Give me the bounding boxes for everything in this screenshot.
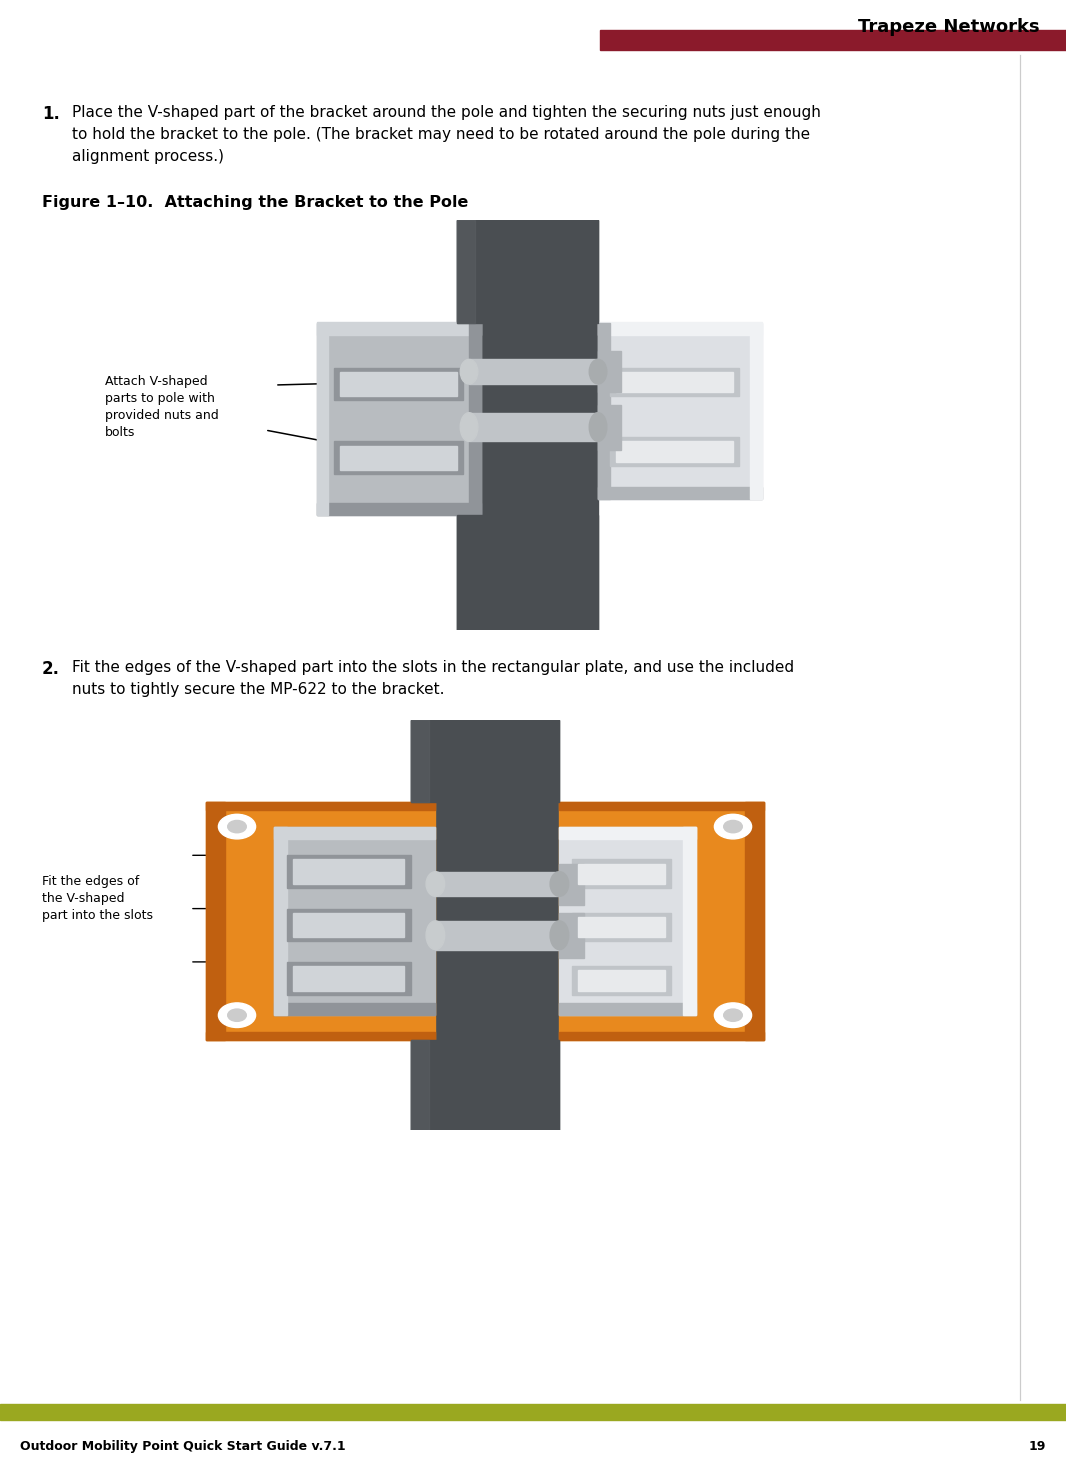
Bar bbox=[410, 1040, 560, 1131]
Bar bbox=[410, 719, 430, 802]
Bar bbox=[560, 827, 696, 839]
Ellipse shape bbox=[426, 921, 445, 950]
Text: 19: 19 bbox=[1029, 1440, 1046, 1453]
Bar bbox=[578, 864, 665, 884]
Bar bbox=[335, 442, 463, 474]
Bar bbox=[206, 802, 435, 1040]
Circle shape bbox=[724, 1010, 742, 1021]
Text: Trapeze Networks: Trapeze Networks bbox=[858, 18, 1040, 36]
Bar bbox=[410, 719, 560, 802]
Bar bbox=[560, 827, 696, 1015]
Text: alignment process.): alignment process.) bbox=[72, 149, 224, 163]
Circle shape bbox=[219, 1002, 256, 1027]
Bar bbox=[317, 503, 481, 515]
Bar bbox=[616, 442, 733, 463]
Bar bbox=[560, 802, 764, 1040]
Text: 2.: 2. bbox=[42, 659, 60, 678]
Circle shape bbox=[714, 1002, 752, 1027]
Bar bbox=[578, 970, 665, 991]
Bar bbox=[683, 827, 696, 1015]
Bar bbox=[206, 802, 435, 810]
Text: Figure 1–10.  Attaching the Bracket to the Pole: Figure 1–10. Attaching the Bracket to th… bbox=[42, 196, 468, 210]
Bar bbox=[560, 802, 764, 810]
Bar bbox=[293, 966, 404, 991]
Ellipse shape bbox=[550, 871, 568, 896]
Text: Fit the edges of the V-shaped part into the slots in the rectangular plate, and : Fit the edges of the V-shaped part into … bbox=[72, 659, 794, 676]
Circle shape bbox=[228, 820, 246, 833]
Bar bbox=[750, 322, 762, 499]
Bar bbox=[598, 322, 610, 499]
Ellipse shape bbox=[550, 921, 568, 950]
Text: to hold the bracket to the pole. (The bracket may need to be rotated around the : to hold the bracket to the pole. (The br… bbox=[72, 127, 810, 142]
Bar bbox=[335, 368, 463, 400]
Bar bbox=[469, 413, 598, 442]
Bar bbox=[317, 322, 481, 515]
Bar bbox=[340, 445, 457, 470]
Ellipse shape bbox=[426, 871, 445, 896]
Bar bbox=[571, 913, 671, 941]
Bar bbox=[435, 871, 560, 896]
Bar bbox=[410, 719, 430, 1131]
Text: Outdoor Mobility Point Quick Start Guide v.7.1: Outdoor Mobility Point Quick Start Guide… bbox=[20, 1440, 345, 1453]
Bar bbox=[610, 438, 739, 465]
Bar bbox=[598, 404, 621, 449]
Bar bbox=[457, 515, 598, 630]
Bar bbox=[457, 220, 475, 322]
Bar bbox=[598, 322, 762, 334]
Bar bbox=[598, 322, 762, 499]
Text: 1.: 1. bbox=[42, 105, 60, 123]
Bar bbox=[340, 372, 457, 397]
Ellipse shape bbox=[461, 359, 478, 384]
Bar bbox=[287, 961, 410, 995]
Text: nuts to tightly secure the MP-622 to the bracket.: nuts to tightly secure the MP-622 to the… bbox=[72, 681, 445, 697]
Bar bbox=[0, 1404, 1066, 1420]
Circle shape bbox=[228, 1010, 246, 1021]
Bar bbox=[274, 827, 435, 1015]
Bar bbox=[610, 368, 739, 397]
Bar bbox=[598, 486, 762, 499]
Bar bbox=[560, 864, 584, 905]
Bar bbox=[457, 220, 598, 322]
Bar bbox=[317, 322, 481, 334]
Text: Place the V-shaped part of the bracket around the pole and tighten the securing : Place the V-shaped part of the bracket a… bbox=[72, 105, 821, 120]
Bar bbox=[560, 1032, 764, 1040]
Text: Fit the edges of
the V-shaped
part into the slots: Fit the edges of the V-shaped part into … bbox=[42, 875, 154, 922]
Bar bbox=[560, 1002, 696, 1015]
Bar bbox=[274, 1002, 435, 1015]
Ellipse shape bbox=[461, 413, 478, 442]
Bar bbox=[274, 827, 287, 1015]
Bar bbox=[600, 31, 1066, 50]
Bar bbox=[457, 220, 475, 630]
Bar bbox=[293, 859, 404, 884]
Bar bbox=[287, 855, 410, 889]
Bar bbox=[745, 802, 764, 1040]
Bar bbox=[274, 827, 435, 839]
Circle shape bbox=[724, 820, 742, 833]
Ellipse shape bbox=[589, 359, 607, 384]
Bar bbox=[435, 921, 560, 950]
Bar bbox=[287, 909, 410, 941]
Bar bbox=[571, 966, 671, 995]
Bar bbox=[410, 719, 560, 1131]
Bar bbox=[598, 352, 621, 392]
Bar bbox=[616, 372, 733, 392]
Circle shape bbox=[714, 814, 752, 839]
Circle shape bbox=[219, 814, 256, 839]
Bar bbox=[206, 802, 225, 1040]
Bar bbox=[469, 322, 481, 515]
Bar bbox=[469, 359, 598, 384]
Bar bbox=[293, 913, 404, 937]
Bar bbox=[206, 1032, 435, 1040]
Bar bbox=[317, 322, 328, 515]
Bar bbox=[571, 859, 671, 889]
Bar bbox=[457, 220, 598, 630]
Bar bbox=[560, 913, 584, 957]
Ellipse shape bbox=[589, 413, 607, 442]
Bar bbox=[578, 916, 665, 937]
Bar bbox=[410, 1040, 430, 1131]
Text: Attach V-shaped
parts to pole with
provided nuts and
bolts: Attach V-shaped parts to pole with provi… bbox=[104, 375, 219, 439]
